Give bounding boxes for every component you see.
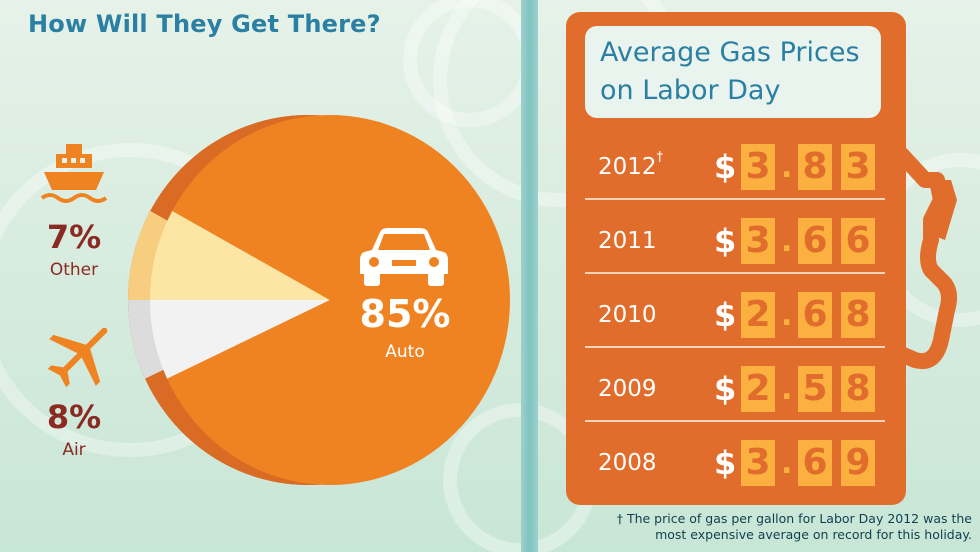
year-text: 2010 — [598, 302, 657, 328]
footnote-line2: most expensive average on record for thi… — [655, 527, 972, 542]
airplane-icon — [47, 327, 108, 388]
decimal-point: . — [781, 224, 793, 259]
price-digit: 3 — [841, 144, 875, 190]
year-text: 2008 — [598, 450, 657, 476]
footnote-line1: † The price of gas per gallon for Labor … — [616, 511, 972, 526]
panel-divider — [521, 0, 538, 552]
price-digit: 5 — [798, 366, 832, 412]
price-digit: 2 — [741, 366, 775, 412]
year-label: 2008 — [598, 450, 693, 476]
row-divider — [585, 198, 885, 200]
price-digit: 8 — [841, 366, 875, 412]
other-percent: 7% — [46, 218, 102, 256]
decimal-point: . — [781, 298, 793, 333]
price-digit: 9 — [841, 440, 875, 486]
price-digit: 6 — [798, 218, 832, 264]
price-digit: 8 — [798, 144, 832, 190]
air-label: Air — [62, 440, 86, 460]
auto-label: Auto — [385, 342, 425, 362]
row-divider — [585, 272, 885, 274]
pump-nozzle-icon — [895, 146, 957, 369]
footnote: † The price of gas per gallon for Labor … — [572, 511, 972, 543]
price-digit: 3 — [741, 144, 775, 190]
dollar-sign: $ — [714, 370, 737, 408]
gas-price-title-line2: on Labor Day — [600, 75, 781, 106]
dollar-sign: $ — [714, 296, 737, 334]
row-divider — [585, 346, 885, 348]
price-digit: 6 — [841, 218, 875, 264]
price-digit: 3 — [741, 218, 775, 264]
year-text: 2012 — [598, 154, 657, 180]
dollar-sign: $ — [714, 222, 737, 260]
year-text: 2011 — [598, 228, 657, 254]
pie-slice-air — [150, 210, 330, 300]
price-digit: 2 — [741, 292, 775, 338]
year-label: 2011 — [598, 228, 693, 254]
car-icon — [360, 228, 448, 286]
price-digit: 3 — [741, 440, 775, 486]
year-label: 2009 — [598, 376, 693, 402]
price-digit: 6 — [798, 440, 832, 486]
transport-pie-chart — [128, 114, 510, 485]
decimal-point: . — [781, 150, 793, 185]
dollar-sign: $ — [714, 148, 737, 186]
dollar-sign: $ — [714, 444, 737, 482]
gas-price-title-box — [585, 26, 881, 118]
decimal-point: . — [781, 446, 793, 481]
auto-percent: 85% — [359, 292, 451, 336]
year-label: 2010 — [598, 302, 693, 328]
pie-slice-auto — [167, 114, 510, 485]
year-label: 2012† — [598, 150, 693, 180]
gas-price-title: Average Gas Prices on Labor Day — [600, 34, 860, 110]
pie-slice-other — [150, 300, 330, 379]
other-label: Other — [49, 260, 99, 280]
boat-icon — [40, 144, 108, 203]
gas-price-title-line1: Average Gas Prices — [600, 37, 860, 68]
decimal-point: . — [781, 372, 793, 407]
row-divider — [585, 420, 885, 422]
dagger-mark: † — [656, 150, 664, 166]
air-percent: 8% — [46, 398, 102, 436]
year-text: 2009 — [598, 376, 657, 402]
price-digit: 8 — [841, 292, 875, 338]
price-digit: 6 — [798, 292, 832, 338]
pie-chart-title: How Will They Get There? — [28, 10, 381, 38]
